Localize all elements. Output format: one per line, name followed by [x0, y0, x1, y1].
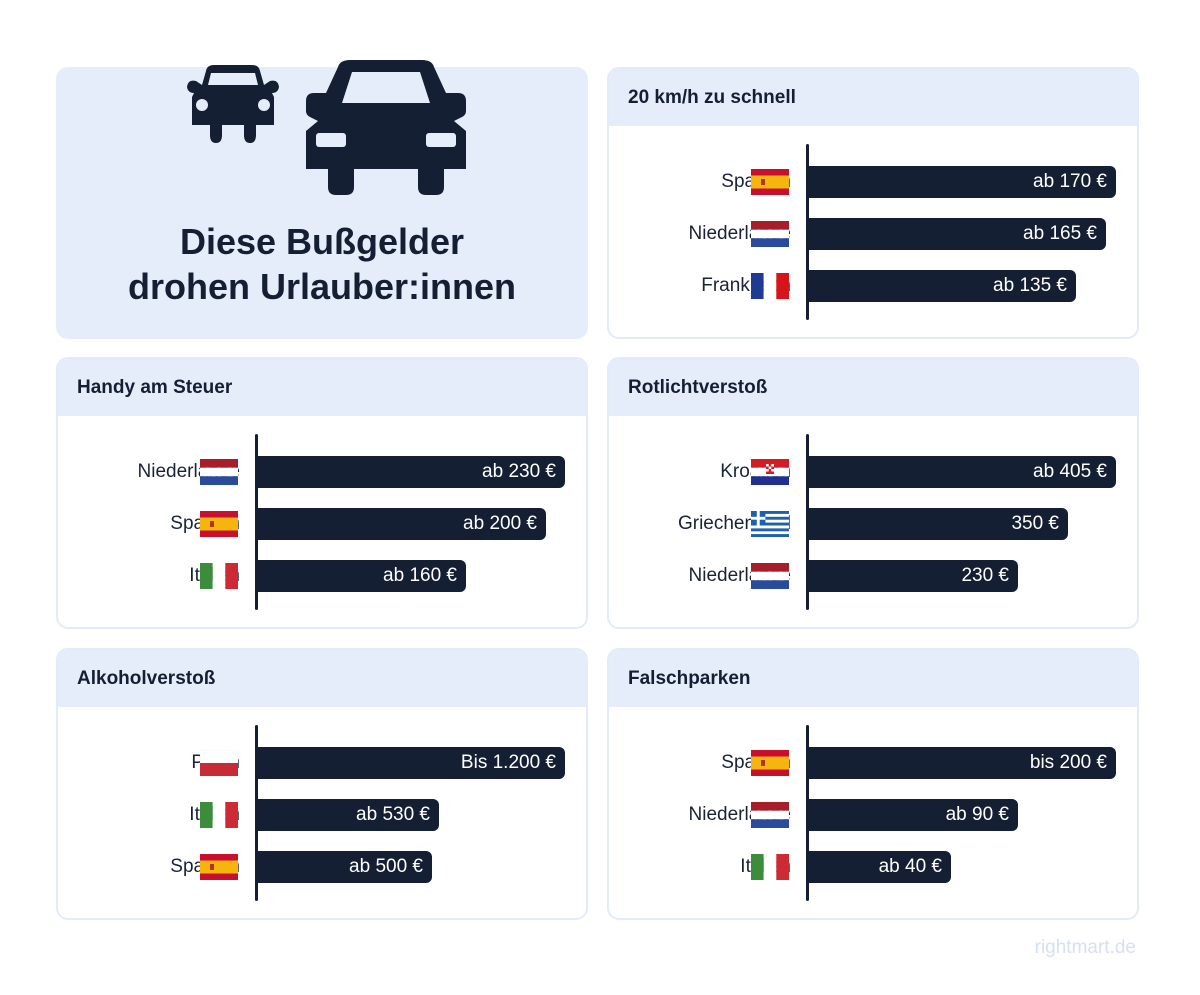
bar-row: Italienab 40 € — [609, 851, 1137, 883]
chart-card-red-light: Rotlichtverstoß Kroatienab 405 € Griechenl… — [607, 357, 1139, 629]
small-car-icon — [187, 65, 279, 143]
bar: ab 230 € — [257, 456, 565, 488]
flag-hr-icon — [751, 459, 789, 485]
bar: Bis 1.200 € — [257, 747, 565, 779]
bar-row: Frankreich ab 135 € — [609, 270, 1137, 302]
bar: ab 165 € — [808, 218, 1106, 250]
large-car-icon — [306, 60, 466, 195]
bar: ab 40 € — [808, 851, 951, 883]
value-label: ab 200 € — [463, 513, 537, 534]
bar-row: Niederlande ab 230 € — [58, 456, 586, 488]
bar: ab 500 € — [257, 851, 432, 883]
bar-row: Griechenland 350 € — [609, 508, 1137, 540]
bar: ab 90 € — [808, 799, 1018, 831]
title-line-1: Diese Bußgelder — [179, 221, 465, 262]
bar: ab 170 € — [808, 166, 1116, 198]
bar-row: Spanienab 170 € — [609, 166, 1137, 198]
bar: ab 135 € — [808, 270, 1076, 302]
flag-es-icon — [200, 511, 238, 537]
bar: ab 160 € — [257, 560, 466, 592]
flag-pl-icon — [200, 750, 238, 776]
bar: bis 200 € — [808, 747, 1116, 779]
value-label: ab 90 € — [945, 804, 1009, 825]
bar-row: Niederlande ab 90 € — [609, 799, 1137, 831]
value-label: ab 230 € — [482, 461, 556, 482]
y-axis-line — [255, 725, 258, 901]
flag-es-icon — [751, 750, 789, 776]
y-axis-line — [806, 725, 809, 901]
bar-row: Spanienab 500 € — [58, 851, 586, 883]
flag-nl-icon — [751, 221, 789, 247]
bar-row: Italienab 160 € — [58, 560, 586, 592]
chart-title: Handy am Steuer — [58, 359, 586, 416]
flag-it-icon — [200, 563, 238, 589]
flag-nl-icon — [751, 802, 789, 828]
y-axis-line — [806, 434, 809, 610]
bar: ab 530 € — [257, 799, 439, 831]
value-label: ab 530 € — [356, 804, 430, 825]
bar: 230 € — [808, 560, 1018, 592]
chart-card-alcohol: Alkoholverstoß PolenBis 1.200 € Italienab … — [56, 648, 588, 920]
bar-row: Spanienbis 200 € — [609, 747, 1137, 779]
chart-title: Rotlichtverstoß — [609, 359, 1137, 416]
value-label: bis 200 € — [1029, 752, 1107, 773]
flag-fr-icon — [751, 273, 789, 299]
chart-title: Alkoholverstoß — [58, 650, 586, 707]
y-axis-line — [255, 434, 258, 610]
chart-title: Falschparken — [609, 650, 1137, 707]
bar-row: Italienab 530 € — [58, 799, 586, 831]
bar-row: Kroatienab 405 € — [609, 456, 1137, 488]
bar-row: Niederlande 230 € — [609, 560, 1137, 592]
flag-nl-icon — [751, 563, 789, 589]
value-label: 230 € — [961, 565, 1009, 586]
hero-card: Diese Bußgelder drohen Urlauber:innen — [56, 60, 588, 339]
value-label: ab 165 € — [1023, 223, 1097, 244]
flag-es-icon — [200, 854, 238, 880]
chart-title: 20 km/h zu schnell — [609, 69, 1137, 126]
flag-gr-icon — [751, 511, 789, 537]
title-line-2: drohen Urlauber:innen — [127, 266, 517, 307]
flag-it-icon — [200, 802, 238, 828]
flag-nl-icon — [200, 459, 238, 485]
page-title: Diese Bußgelder drohen Urlauber:innen — [58, 219, 586, 309]
value-label: Bis 1.200 € — [460, 752, 556, 773]
value-label: ab 135 € — [993, 275, 1067, 296]
flag-es-icon — [751, 169, 789, 195]
chart-card-speeding: 20 km/h zu schnell Spanienab 170 € Niederl… — [607, 67, 1139, 339]
value-label: ab 170 € — [1033, 171, 1107, 192]
value-label: ab 40 € — [878, 856, 942, 877]
watermark: rightmart.de — [1034, 937, 1136, 958]
bar-row: Spanienab 200 € — [58, 508, 586, 540]
chart-card-parking: Falschparken Spanienbis 200 € Niederlandea… — [607, 648, 1139, 920]
value-label: 350 € — [1011, 513, 1059, 534]
bar-row: PolenBis 1.200 € — [58, 747, 586, 779]
value-label: ab 405 € — [1033, 461, 1107, 482]
y-axis-line — [806, 144, 809, 320]
value-label: ab 500 € — [349, 856, 423, 877]
bar: ab 200 € — [257, 508, 546, 540]
bar-row: Niederlande ab 165 € — [609, 218, 1137, 250]
flag-it-icon — [751, 854, 789, 880]
bar: 350 € — [808, 508, 1068, 540]
value-label: ab 160 € — [383, 565, 457, 586]
bar: ab 405 € — [808, 456, 1116, 488]
